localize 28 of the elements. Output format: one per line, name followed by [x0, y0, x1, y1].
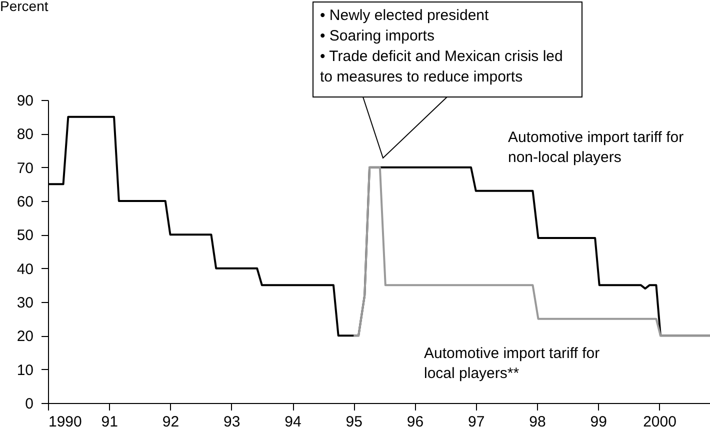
- y-tick-label: 30: [16, 294, 34, 312]
- x-tick-label: 94: [284, 414, 302, 430]
- x-tick-label: 2000: [643, 414, 676, 430]
- series-label: Automotive import tariff for non-local players: [508, 129, 684, 166]
- y-tick-label: 70: [16, 160, 34, 177]
- y-tick-label: 90: [16, 92, 34, 110]
- y-tick-label: 10: [16, 362, 34, 379]
- x-tick-label: 95: [346, 414, 362, 430]
- y-tick-label: 60: [16, 194, 34, 210]
- x-tick-label: 97: [468, 414, 485, 430]
- text: • Newly elected president: [320, 7, 490, 24]
- y-tick-label: 40: [16, 260, 34, 278]
- x-tick-label: 98: [529, 414, 546, 430]
- text: • Trade deficit and Mexican crisis led to measures to reduce imports: [320, 48, 563, 86]
- text: • Soaring imports: [320, 28, 434, 44]
- x-tick-label: 1990: [48, 414, 82, 430]
- x-tick-label: 99: [590, 414, 607, 430]
- text: Percent: [0, 0, 48, 14]
- y-tick-label: 50: [16, 227, 34, 244]
- x-tick-label: 93: [224, 414, 240, 430]
- series-label: Automotive import tariff for local players**: [424, 345, 600, 382]
- y-tick-label: 20: [16, 328, 34, 346]
- y-tick-label: 0: [25, 396, 34, 412]
- x-tick-label: 96: [406, 414, 424, 430]
- line-series: [352, 166, 710, 337]
- x-tick-label: 91: [101, 414, 118, 430]
- y-tick-label: 80: [16, 126, 34, 144]
- x-tick-label: 92: [162, 414, 180, 430]
